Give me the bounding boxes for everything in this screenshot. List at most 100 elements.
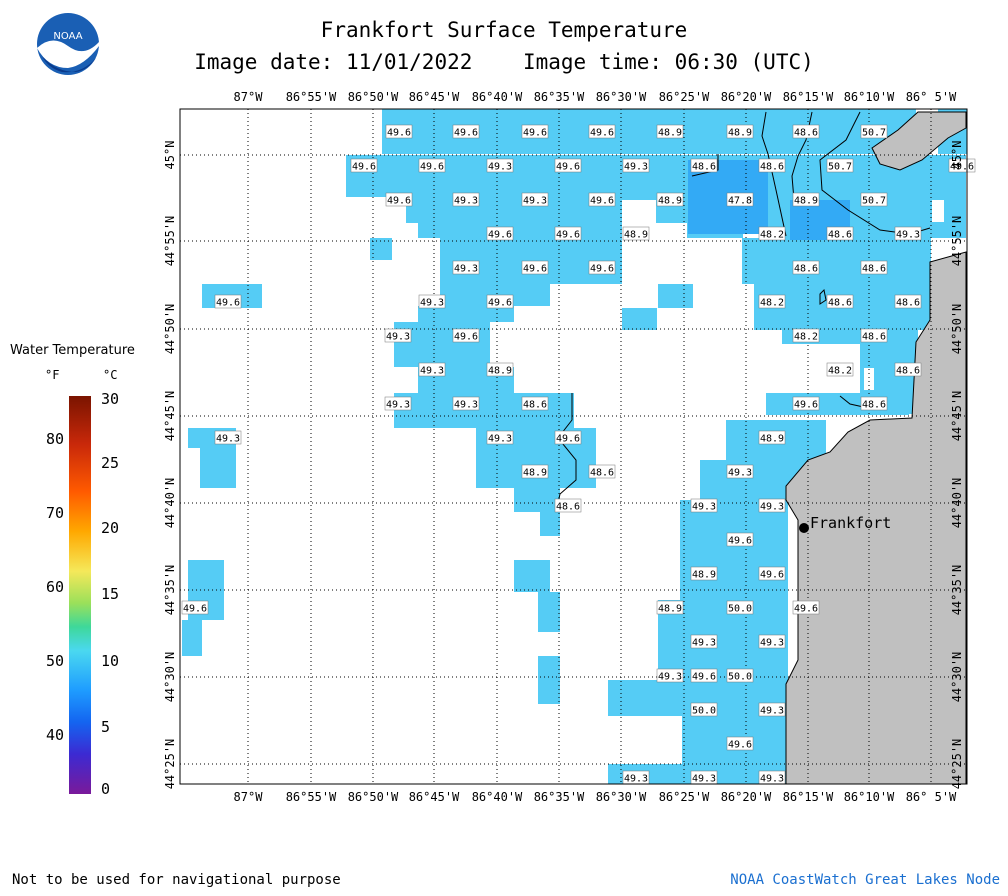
latitude-labels: 45°N 45°N 44°55'N 44°55'N 44°50'N 44°50'N 44°4… bbox=[163, 141, 964, 790]
reading-label: 49.6 bbox=[352, 162, 376, 173]
longitude-label: 86°15'W bbox=[783, 790, 834, 804]
temperature-reading: 49.3 bbox=[384, 396, 412, 411]
reading-label: 49.6 bbox=[794, 604, 818, 615]
reading-label: 49.3 bbox=[692, 638, 716, 649]
temperature-reading: 49.3 bbox=[452, 192, 480, 207]
temperature-reading: 49.3 bbox=[656, 668, 684, 683]
reading-label: 48.6 bbox=[794, 264, 818, 275]
latitude-label: 45°N bbox=[163, 141, 177, 170]
reading-label: 50.0 bbox=[728, 672, 752, 683]
temperature-reading: 50.0 bbox=[726, 668, 754, 683]
temperature-reading: 49.6 bbox=[758, 566, 786, 581]
reading-label: 49.6 bbox=[488, 298, 512, 309]
reading-label: 49.6 bbox=[523, 128, 547, 139]
temperature-reading: 49.3 bbox=[486, 430, 514, 445]
longitude-label: 86°25'W bbox=[659, 90, 710, 104]
latitude-label: 44°55'N bbox=[950, 216, 964, 267]
temperature-reading: 48.9 bbox=[656, 600, 684, 615]
temperature-reading: 49.6 bbox=[350, 158, 378, 173]
reading-label: 48.6 bbox=[556, 502, 580, 513]
reading-label: 48.6 bbox=[862, 264, 886, 275]
reading-label: 50.0 bbox=[692, 706, 716, 717]
temperature-reading: 49.3 bbox=[486, 158, 514, 173]
tick-c: 15 bbox=[101, 585, 120, 603]
longitude-label: 87°W bbox=[234, 790, 264, 804]
reading-label: 49.3 bbox=[760, 774, 784, 785]
reading-label: 49.6 bbox=[590, 264, 614, 275]
longitude-label: 86°25'W bbox=[659, 790, 710, 804]
reading-label: 49.3 bbox=[728, 468, 752, 479]
latitude-label: 44°30'N bbox=[950, 652, 964, 703]
latitude-label: 44°45'N bbox=[163, 391, 177, 442]
reading-label: 48.6 bbox=[760, 162, 784, 173]
latitude-label: 44°50'N bbox=[950, 304, 964, 355]
temperature-reading: 49.6 bbox=[690, 668, 718, 683]
temperature-reading: 49.6 bbox=[554, 226, 582, 241]
tick-f: 80 bbox=[45, 430, 64, 448]
temperature-reading: 49.6 bbox=[792, 396, 820, 411]
reading-label: 48.6 bbox=[828, 230, 852, 241]
reading-label: 50.0 bbox=[728, 604, 752, 615]
reading-label: 49.6 bbox=[420, 162, 444, 173]
temperature-reading: 49.6 bbox=[726, 532, 754, 547]
temperature-readings: 49.6 49.6 49.6 49.6 48.9 48.9 48.6 50.7 49.6 49.6… bbox=[181, 124, 976, 785]
tick-f: 40 bbox=[45, 726, 64, 744]
reading-label: 49.3 bbox=[658, 672, 682, 683]
latitude-label: 45°N bbox=[950, 141, 964, 170]
temperature-reading: 49.3 bbox=[726, 464, 754, 479]
temperature-reading: 49.3 bbox=[622, 158, 650, 173]
latitude-label: 44°35'N bbox=[950, 565, 964, 616]
reading-label: 49.3 bbox=[420, 298, 444, 309]
longitude-label: 86°15'W bbox=[783, 90, 834, 104]
temperature-reading: 49.3 bbox=[758, 770, 786, 785]
temperature-reading: 48.9 bbox=[690, 566, 718, 581]
longitude-labels: 87°W 87°W 86°55'W 86°55'W 86°50'W 86°50'W 86°4… bbox=[234, 90, 958, 804]
temperature-reading: 49.6 bbox=[385, 124, 413, 139]
temperature-reading: 47.8 bbox=[726, 192, 754, 207]
temperature-reading: 48.6 bbox=[860, 328, 888, 343]
temperature-reading: 48.6 bbox=[792, 260, 820, 275]
reading-label: 49.3 bbox=[692, 502, 716, 513]
temperature-reading: 48.6 bbox=[860, 396, 888, 411]
reading-label: 49.6 bbox=[216, 298, 240, 309]
reading-label: 48.6 bbox=[896, 366, 920, 377]
reading-label: 50.7 bbox=[862, 128, 886, 139]
temperature-reading: 48.9 bbox=[656, 124, 684, 139]
city-label: Frankfort bbox=[810, 514, 891, 532]
latitude-label: 44°55'N bbox=[163, 216, 177, 267]
reading-label: 48.6 bbox=[794, 128, 818, 139]
reading-label: 49.6 bbox=[488, 230, 512, 241]
temperature-reading: 49.6 bbox=[181, 600, 209, 615]
reading-label: 48.2 bbox=[794, 332, 818, 343]
reading-label: 49.6 bbox=[590, 196, 614, 207]
longitude-label: 87°W bbox=[234, 90, 264, 104]
reading-label: 49.3 bbox=[454, 264, 478, 275]
tick-c: 0 bbox=[101, 780, 111, 798]
reading-label: 49.3 bbox=[488, 434, 512, 445]
temperature-reading: 48.2 bbox=[758, 226, 786, 241]
reading-label: 49.6 bbox=[556, 434, 580, 445]
reading-label: 49.3 bbox=[386, 400, 410, 411]
temperature-reading: 50.7 bbox=[860, 124, 888, 139]
longitude-label: 86°40'W bbox=[472, 90, 523, 104]
temperature-reading: 48.2 bbox=[758, 294, 786, 309]
temperature-reading: 49.3 bbox=[894, 226, 922, 241]
reading-label: 48.6 bbox=[590, 468, 614, 479]
reading-label: 50.7 bbox=[828, 162, 852, 173]
reading-label: 48.6 bbox=[828, 298, 852, 309]
temperature-reading: 50.7 bbox=[826, 158, 854, 173]
noaa-logo: NOAA bbox=[37, 13, 99, 75]
longitude-label: 86°20'W bbox=[721, 90, 772, 104]
contour-line bbox=[761, 111, 787, 237]
temperature-reading: 49.3 bbox=[690, 634, 718, 649]
reading-label: 48.6 bbox=[523, 400, 547, 411]
temperature-reading: 49.6 bbox=[948, 158, 976, 173]
reading-label: 49.3 bbox=[454, 196, 478, 207]
reading-label: 48.9 bbox=[794, 196, 818, 207]
reading-label: 47.8 bbox=[728, 196, 752, 207]
longitude-label: 86°45'W bbox=[409, 790, 460, 804]
temperature-reading: 49.3 bbox=[521, 192, 549, 207]
reading-label: 48.2 bbox=[828, 366, 852, 377]
contour-line bbox=[691, 154, 719, 177]
temperature-reading: 48.6 bbox=[826, 294, 854, 309]
